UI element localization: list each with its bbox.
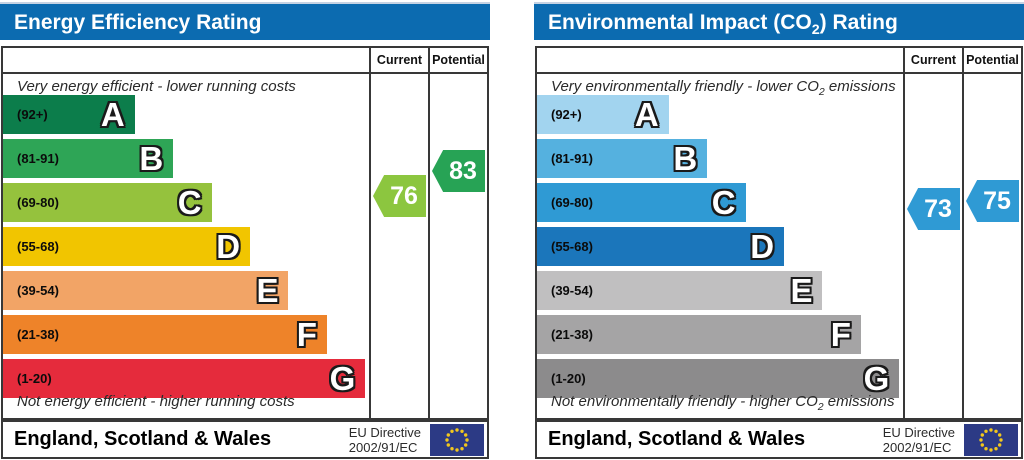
- band-row-e: (39-54) E: [3, 271, 289, 310]
- current-column-divider: [903, 48, 905, 418]
- band-row-f: (21-38) F: [537, 315, 861, 354]
- band-range-label: (21-38): [551, 327, 593, 342]
- band-row-e: (39-54) E: [537, 271, 823, 310]
- eu-directive-line1: EU Directive: [882, 425, 955, 440]
- band-letter: C: [177, 184, 202, 221]
- band-row-c: (69-80) C: [3, 183, 212, 222]
- potential-column-header: Potential: [966, 53, 1019, 67]
- column-header-row: Current Potential: [537, 48, 1021, 74]
- title-text: Energy Efficiency Rating: [14, 11, 262, 34]
- region-label: England, Scotland & Wales: [14, 428, 272, 450]
- band-row-a: (92+) A: [537, 95, 669, 134]
- energy-rating-table: Current Potential Very energy efficient …: [1, 46, 489, 420]
- band-letter: C: [711, 184, 736, 221]
- caption-text: Very energy efficient - lower running co…: [17, 78, 296, 95]
- current-rating-value: 76: [390, 182, 418, 210]
- environmental-bands: (92+) A (81-91) B (69-80) C (55-68) D (3…: [537, 95, 903, 403]
- caption-text: Very environmentally friendly - lower CO: [551, 78, 819, 95]
- title-text: Environmental Impact (CO: [548, 11, 812, 34]
- current-column-header: Current: [910, 53, 957, 67]
- band-range-label: (92+): [17, 107, 48, 122]
- band-letter: G: [329, 360, 356, 397]
- potential-rating-arrow: 75: [966, 180, 1019, 222]
- potential-column-divider: [428, 48, 430, 418]
- band-range-label: (81-91): [17, 151, 59, 166]
- band-range-label: (69-80): [551, 195, 593, 210]
- bottom-caption: Not environmentally friendly - higher CO…: [551, 393, 894, 413]
- environmental-panel-title: Environmental Impact (CO2) Rating: [534, 2, 1024, 40]
- band-range-label: (55-68): [17, 239, 59, 254]
- column-header-row: Current Potential: [3, 48, 487, 74]
- band-letter: A: [634, 96, 659, 133]
- energy-footer: England, Scotland & Wales EU Directive 2…: [1, 420, 489, 459]
- band-row-d: (55-68) D: [537, 227, 785, 266]
- top-caption: Very environmentally friendly - lower CO…: [551, 78, 896, 98]
- band-letter: B: [139, 140, 164, 177]
- band-letter: E: [790, 272, 813, 309]
- band-range-label: (1-20): [551, 371, 586, 386]
- band-row-g: (1-20) G: [3, 359, 366, 398]
- band-range-label: (1-20): [17, 371, 52, 386]
- current-rating-arrow: 76: [373, 175, 426, 217]
- band-range-label: (21-38): [17, 327, 59, 342]
- band-range-label: (69-80): [17, 195, 59, 210]
- eu-directive-line2: 2002/91/EC: [348, 440, 418, 455]
- environmental-footer: England, Scotland & Wales EU Directive 2…: [535, 420, 1023, 459]
- energy-panel-title: Energy Efficiency Rating: [0, 2, 490, 40]
- eu-directive-label: EU Directive 2002/91/EC: [349, 425, 421, 455]
- band-range-label: (55-68): [551, 239, 593, 254]
- title-text-suffix: ) Rating: [819, 11, 898, 34]
- band-letter: D: [216, 228, 241, 265]
- potential-rating-arrow: 83: [432, 150, 485, 192]
- potential-column-header: Potential: [432, 53, 485, 67]
- caption-text-suffix: emissions: [824, 78, 896, 95]
- eu-flag-icon: [964, 424, 1018, 456]
- potential-rating-value: 83: [449, 157, 477, 185]
- caption-text-suffix: emissions: [823, 393, 895, 410]
- band-letter: G: [863, 360, 890, 397]
- caption-subscript: 2: [817, 401, 824, 413]
- environmental-rating-table: Current Potential Very environmentally f…: [535, 46, 1023, 420]
- band-row-b: (81-91) B: [3, 139, 174, 178]
- bottom-caption: Not energy efficient - higher running co…: [17, 393, 295, 413]
- band-letter: D: [750, 228, 775, 265]
- band-letter: F: [296, 316, 317, 353]
- band-letter: A: [100, 96, 125, 133]
- energy-bands: (92+) A (81-91) B (69-80) C (55-68) D (3…: [3, 95, 369, 403]
- current-column-header: Current: [376, 53, 423, 67]
- band-range-label: (92+): [551, 107, 582, 122]
- title-subscript: 2: [811, 22, 820, 39]
- region-label: England, Scotland & Wales: [548, 428, 806, 450]
- band-letter: E: [256, 272, 279, 309]
- current-column-divider: [369, 48, 371, 418]
- potential-column-divider: [962, 48, 964, 418]
- band-letter: F: [830, 316, 851, 353]
- band-row-g: (1-20) G: [537, 359, 900, 398]
- band-row-c: (69-80) C: [537, 183, 746, 222]
- top-caption: Very energy efficient - lower running co…: [17, 78, 296, 98]
- eu-flag-icon: [430, 424, 484, 456]
- caption-text: Not energy efficient - higher running co…: [17, 393, 295, 410]
- band-row-d: (55-68) D: [3, 227, 251, 266]
- energy-efficiency-panel: Energy Efficiency Rating Current Potenti…: [0, 0, 490, 460]
- band-range-label: (39-54): [551, 283, 593, 298]
- band-range-label: (39-54): [17, 283, 59, 298]
- band-row-f: (21-38) F: [3, 315, 327, 354]
- current-rating-arrow: 73: [907, 188, 960, 230]
- eu-directive-line2: 2002/91/EC: [882, 440, 952, 455]
- eu-directive-label: EU Directive 2002/91/EC: [883, 425, 955, 455]
- environmental-impact-panel: Environmental Impact (CO2) Rating Curren…: [534, 0, 1024, 460]
- eu-directive-line1: EU Directive: [348, 425, 421, 440]
- potential-rating-value: 75: [983, 187, 1011, 215]
- band-row-b: (81-91) B: [537, 139, 708, 178]
- current-rating-value: 73: [924, 195, 952, 223]
- band-row-a: (92+) A: [3, 95, 135, 134]
- band-letter: B: [673, 140, 698, 177]
- caption-text: Not environmentally friendly - higher CO: [551, 393, 818, 410]
- band-range-label: (81-91): [551, 151, 593, 166]
- caption-subscript: 2: [818, 86, 825, 98]
